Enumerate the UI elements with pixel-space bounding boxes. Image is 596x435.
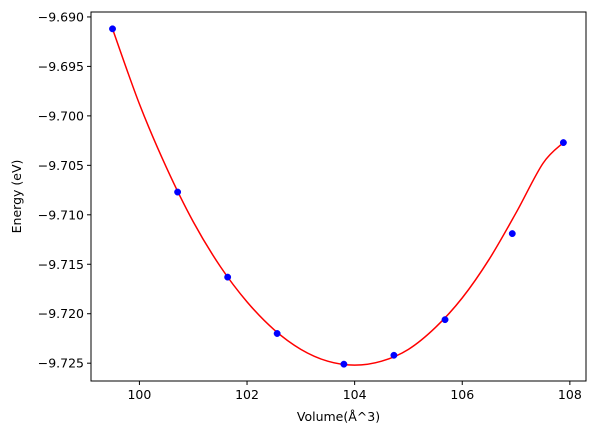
- x-tick-label: 102: [235, 387, 259, 402]
- data-point: [559, 139, 567, 147]
- y-tick-label: −9.695: [38, 59, 84, 74]
- y-tick-label: −9.705: [38, 158, 84, 173]
- fit-curve-line: [111, 28, 564, 366]
- y-axis-label: Energy (eV): [9, 160, 24, 234]
- data-point: [224, 273, 232, 281]
- y-axis-ticks: −9.690 −9.695 −9.700 −9.705 −9.710 −9.715 −9.7…: [38, 9, 91, 371]
- y-tick-label: −9.715: [38, 257, 84, 272]
- data-point: [340, 360, 348, 368]
- y-tick-label: −9.710: [38, 207, 84, 222]
- x-axis-ticks: 100 102 104 106 108: [127, 381, 582, 402]
- x-tick-label: 108: [558, 387, 582, 402]
- y-tick-label: −9.725: [38, 356, 84, 371]
- data-point: [441, 316, 449, 324]
- y-tick-label: −9.690: [38, 9, 84, 24]
- x-tick-label: 104: [343, 387, 367, 402]
- data-point: [390, 351, 398, 359]
- plot-frame: [90, 11, 587, 382]
- data-point: [508, 230, 516, 238]
- data-point: [174, 188, 182, 196]
- x-tick-label: 100: [127, 387, 151, 402]
- y-tick-label: −9.720: [38, 306, 84, 321]
- x-tick-label: 106: [450, 387, 474, 402]
- data-point: [109, 25, 116, 33]
- plot-layer: [109, 25, 567, 368]
- data-point: [273, 330, 281, 337]
- x-axis-label: Volume(Å^3): [297, 409, 380, 424]
- y-tick-label: −9.700: [38, 108, 84, 123]
